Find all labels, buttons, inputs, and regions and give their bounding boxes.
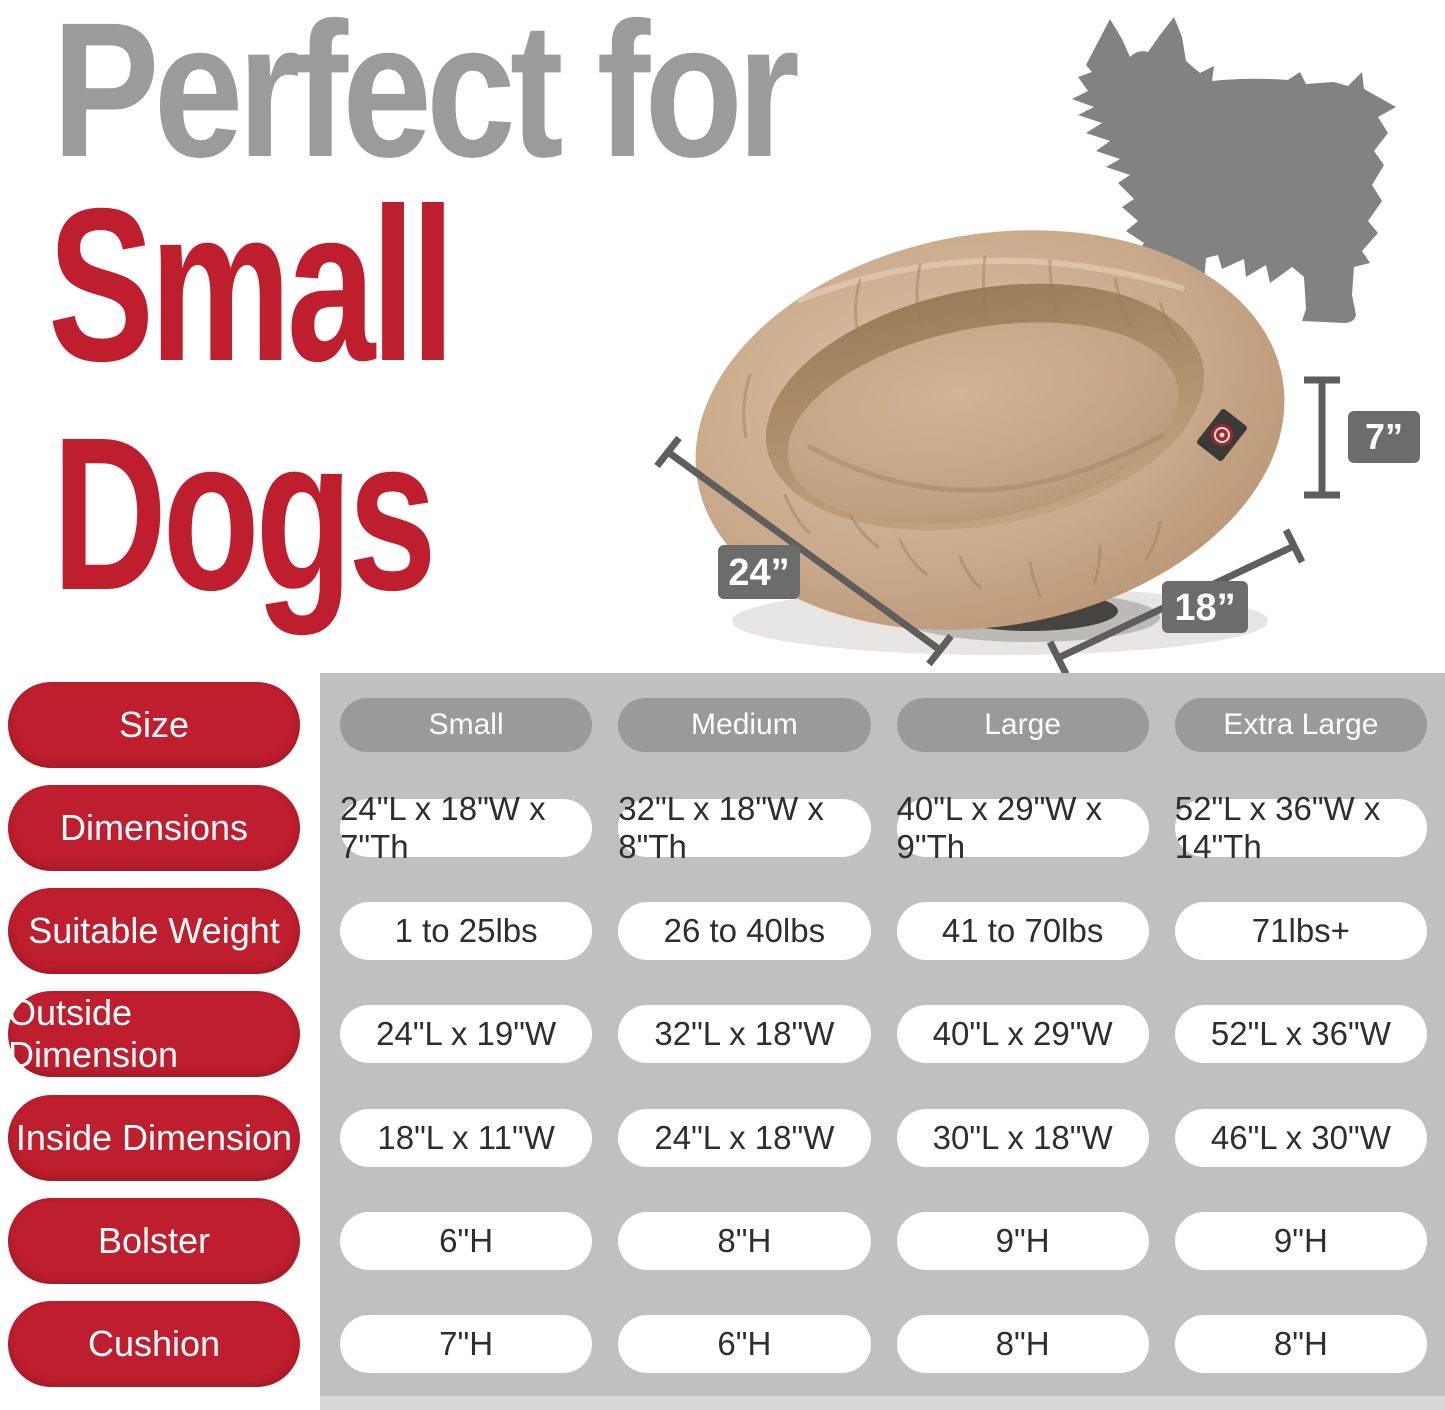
table-cell: 40"L x 29"W: [896, 1005, 1149, 1064]
table-cell: 18"L x 11"W: [340, 1108, 593, 1167]
table-cell: 40"L x 29"W x 9"Th: [896, 790, 1149, 865]
table-cell: 52"L x 36"W x 14"Th: [1174, 790, 1427, 865]
dog-silhouette-icon: [1072, 17, 1396, 323]
headline-dogs: Dogs: [52, 393, 437, 636]
column-header-small: Small: [340, 697, 593, 752]
table-cell: 26 to 40lbs: [618, 902, 871, 961]
table-cell: 52"L x 36"W: [1174, 1005, 1427, 1064]
table-cell: 32"L x 18"W x 8"Th: [618, 790, 871, 865]
table-cell: 30"L x 18"W: [896, 1108, 1149, 1167]
column-header-large: Large: [896, 697, 1149, 752]
length-dimension-label: 24”: [718, 545, 800, 599]
table-bottom-strip: [320, 1396, 1445, 1410]
height-dimension-label: 7”: [1348, 411, 1420, 463]
table-cell: 1 to 25lbs: [340, 902, 593, 961]
row-label-dimensions: Dimensions: [8, 784, 300, 871]
depth-dimension-label: 18”: [1162, 581, 1248, 633]
table-row-cushion: Cushion 7"H 6"H 8"H 8"H: [0, 1293, 1445, 1396]
bed-photo: [695, 230, 1285, 630]
table-cell: 41 to 70lbs: [896, 902, 1149, 961]
size-table: Size Small Medium Large Extra Large Dime…: [0, 673, 1445, 1410]
row-label-inside-dimension: Inside Dimension: [8, 1094, 300, 1181]
row-label-cushion: Cushion: [8, 1301, 300, 1388]
table-cell: 8"H: [618, 1212, 871, 1271]
table-cell: 32"L x 18"W: [618, 1005, 871, 1064]
row-label-size: Size: [8, 681, 300, 768]
dog-bed-diagram: 24” 18” 7”: [654, 230, 1420, 675]
svg-text:18”: 18”: [1174, 587, 1235, 629]
table-cell: 24"L x 18"W x 7"Th: [340, 790, 593, 865]
headline-small: Small: [48, 164, 455, 407]
table-cell: 8"H: [896, 1315, 1149, 1374]
table-cell: 24"L x 19"W: [340, 1005, 593, 1064]
table-cell: 24"L x 18"W: [618, 1108, 871, 1167]
table-cell: 8"H: [1174, 1315, 1427, 1374]
table-row-bolster: Bolster 6"H 8"H 9"H 9"H: [0, 1189, 1445, 1292]
svg-text:24”: 24”: [728, 552, 789, 594]
table-cell: 6"H: [340, 1212, 593, 1271]
row-label-bolster: Bolster: [8, 1198, 300, 1285]
table-row-outside-dimension: Outside Dimension 24"L x 19"W 32"L x 18"…: [0, 983, 1445, 1086]
column-header-extra-large: Extra Large: [1174, 697, 1427, 752]
table-row-size: Size Small Medium Large Extra Large: [0, 673, 1445, 776]
table-row-dimensions: Dimensions 24"L x 18"W x 7"Th 32"L x 18"…: [0, 776, 1445, 879]
table-cell: 7"H: [340, 1315, 593, 1374]
row-label-outside-dimension: Outside Dimension: [8, 991, 300, 1078]
table-row-inside-dimension: Inside Dimension 18"L x 11"W 24"L x 18"W…: [0, 1086, 1445, 1189]
table-cell: 9"H: [1174, 1212, 1427, 1271]
table-cell: 46"L x 30"W: [1174, 1108, 1427, 1167]
table-cell: 6"H: [618, 1315, 871, 1374]
headline-perfect-for: Perfect for: [52, 0, 800, 197]
row-label-suitable-weight: Suitable Weight: [8, 888, 300, 975]
svg-text:7”: 7”: [1365, 416, 1403, 457]
table-cell: 71lbs+: [1174, 902, 1427, 961]
brand-tag-icon: [1197, 409, 1247, 461]
column-header-medium: Medium: [618, 697, 871, 752]
table-cell: 9"H: [896, 1212, 1149, 1271]
table-row-suitable-weight: Suitable Weight 1 to 25lbs 26 to 40lbs 4…: [0, 880, 1445, 983]
